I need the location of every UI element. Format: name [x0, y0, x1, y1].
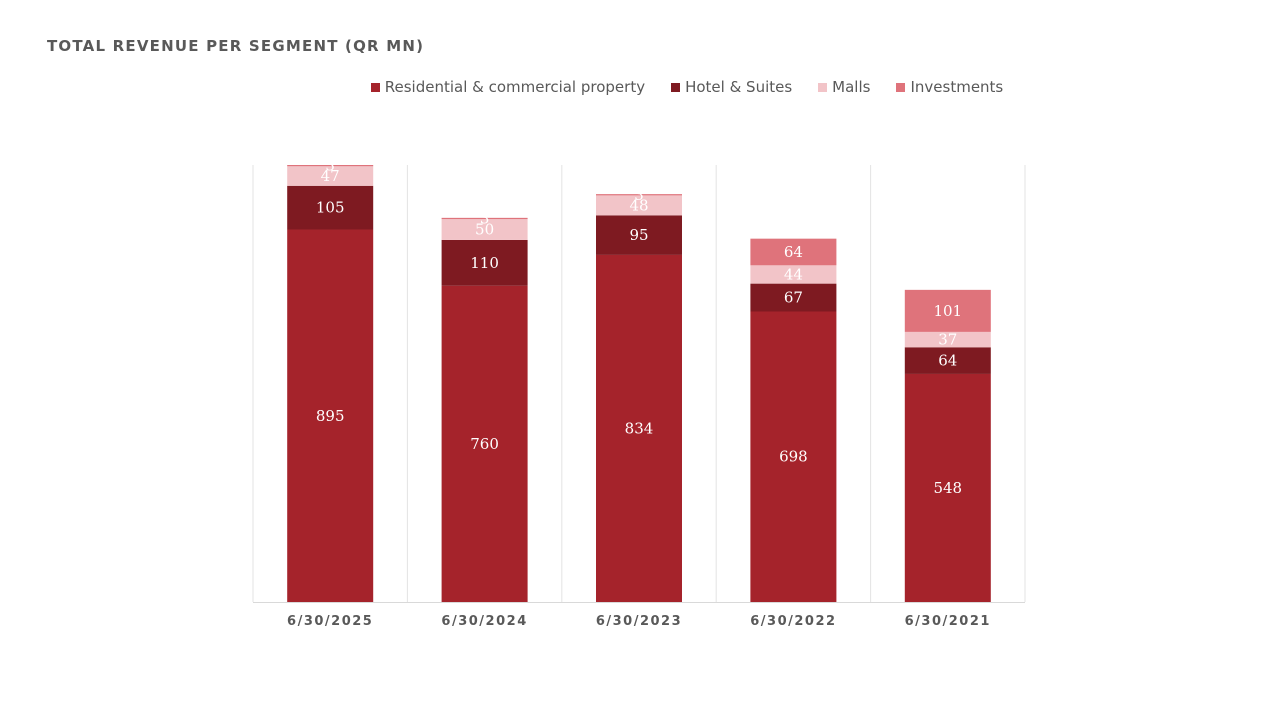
bar-segment: [596, 194, 682, 196]
bar-segment: [596, 254, 682, 602]
data-label: 3: [480, 209, 490, 227]
bar-segment: [750, 265, 837, 284]
data-label: 95: [629, 226, 648, 244]
data-label: 67: [784, 289, 803, 307]
x-tick-label: 6/30/2021: [905, 614, 991, 629]
bar-segment: [750, 283, 837, 312]
chart-title: TOTAL REVENUE PER SEGMENT (QR MN): [47, 37, 425, 55]
bar-segment: [596, 195, 682, 216]
data-label: 760: [470, 435, 499, 453]
data-label: 44: [784, 265, 803, 283]
bar-segment: [904, 347, 991, 374]
data-label: 37: [938, 331, 957, 349]
x-tick-label: 6/30/2023: [596, 614, 682, 629]
data-label: 548: [933, 479, 962, 497]
legend-swatch: [896, 82, 906, 92]
data-label: 895: [316, 407, 345, 425]
data-label: 3: [634, 186, 644, 204]
data-label: 110: [470, 254, 499, 272]
legend-label: Investments: [910, 78, 1004, 96]
data-label: 47: [321, 167, 340, 185]
data-label: 834: [625, 419, 654, 437]
bar-segment: [441, 217, 528, 220]
legend-label: Malls: [832, 78, 871, 96]
data-label: 64: [938, 352, 957, 370]
bar-segment: [904, 289, 991, 332]
legend-label: Residential & commercial property: [384, 78, 646, 96]
bar-segment: [287, 229, 374, 602]
bar-segment: [441, 219, 528, 240]
bar-segment: [287, 165, 374, 167]
data-label: 101: [933, 302, 962, 320]
x-tick-label: 6/30/2025: [287, 614, 373, 629]
legend-swatch: [671, 82, 681, 92]
data-label: 3: [325, 157, 335, 175]
legend-swatch: [370, 82, 380, 92]
data-label: 64: [784, 243, 803, 261]
legend-item-residential: Residential & commercial property: [370, 78, 646, 96]
bar-segment: [287, 166, 374, 186]
legend-label: Hotel & Suites: [685, 78, 793, 96]
data-label: 50: [475, 221, 494, 239]
legend-item-malls: Malls: [818, 78, 870, 96]
bar-segment: [904, 331, 991, 348]
bar-segment: [287, 185, 374, 230]
legend-item-hotel: Hotel & Suites: [671, 78, 792, 96]
legend-swatch: [818, 82, 828, 92]
bar-segment: [904, 373, 991, 602]
bar-segment: [441, 285, 528, 602]
bar-segment: [441, 239, 528, 286]
legend-item-investments: Investments: [896, 78, 1003, 96]
data-label: 698: [779, 448, 808, 466]
bar-segment: [596, 215, 682, 255]
x-tick-label: 6/30/2022: [750, 614, 836, 629]
bars-group: 8951054737601105038349548369867446454864…: [287, 157, 991, 602]
chart-legend: Residential & commercial property Hotel …: [47, 78, 1280, 96]
x-tick-label: 6/30/2024: [441, 614, 527, 629]
data-label: 48: [629, 196, 648, 214]
data-label: 105: [316, 199, 345, 217]
bar-segment: [750, 238, 837, 266]
bar-segment: [750, 311, 837, 602]
